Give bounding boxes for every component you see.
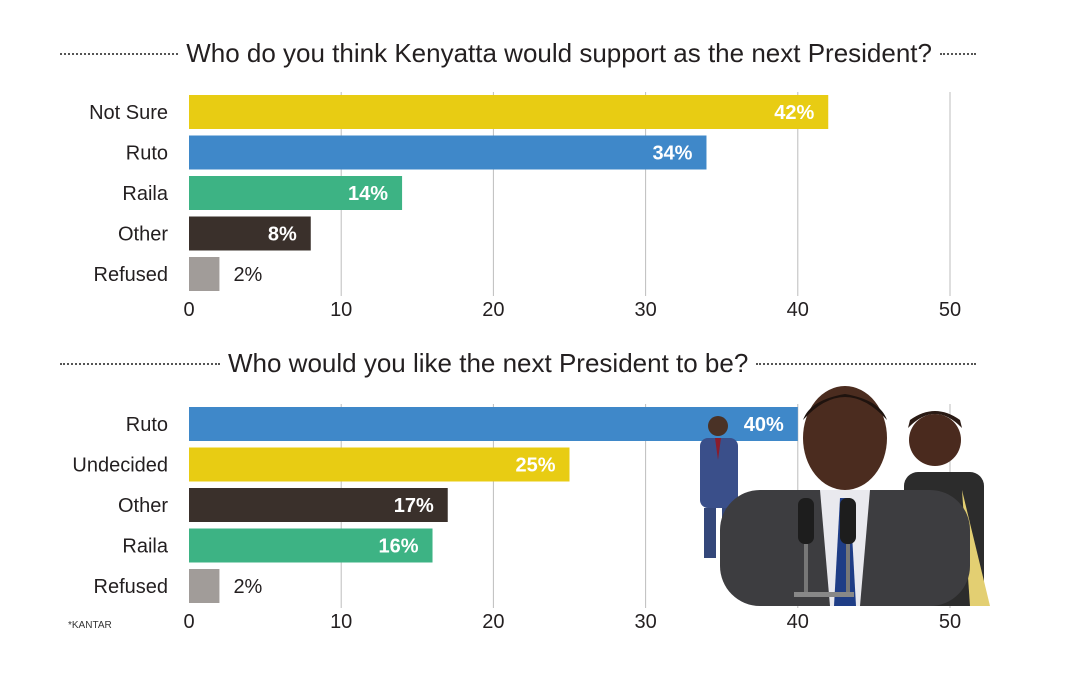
tick-label: 30 [634, 611, 656, 633]
tick-label: 10 [330, 611, 352, 633]
value-label: 17% [394, 495, 434, 517]
tick-label: 20 [482, 299, 504, 321]
microphones [794, 498, 856, 597]
bar [189, 407, 798, 441]
category-label: Raila [122, 536, 168, 558]
category-label: Raila [122, 183, 168, 205]
bar [189, 447, 570, 482]
tick-label: 40 [787, 299, 809, 321]
chart-title: Who would you like the next President to… [228, 348, 749, 378]
chart-title-row: Who would you like the next President to… [60, 348, 976, 379]
title-dots-right [940, 52, 976, 55]
tick-label: 0 [183, 299, 194, 321]
value-label: 2% [233, 576, 262, 598]
bar [189, 528, 433, 563]
value-label: 34% [652, 143, 692, 165]
bar [189, 176, 403, 210]
title-dots-left [60, 362, 220, 365]
source-note: *KANTAR [68, 620, 112, 631]
category-label: Ruto [126, 143, 168, 165]
tick-label: 50 [939, 299, 961, 321]
chart-title: Who do you think Kenyatta would support … [186, 38, 932, 68]
category-label: Not Sure [89, 102, 168, 124]
value-label: 25% [515, 455, 555, 477]
tick-label: 10 [330, 299, 352, 321]
value-label: 14% [348, 183, 388, 205]
category-label: Other [118, 224, 168, 246]
bar [189, 257, 220, 291]
bar [189, 569, 220, 603]
value-label: 40% [744, 414, 784, 436]
bar [189, 95, 829, 129]
category-label: Refused [94, 576, 169, 598]
tick-label: 30 [634, 299, 656, 321]
bar [189, 488, 448, 522]
bar [189, 216, 311, 251]
value-label: 2% [233, 264, 262, 286]
tick-label: 50 [939, 611, 961, 633]
bar-chart-svg: Not Sure 42% Ruto 34% Raila 14% Other 8% Refused… [89, 92, 961, 321]
chart-title-row: Who do you think Kenyatta would support … [60, 38, 976, 69]
title-dots-left [60, 52, 179, 55]
tick-label: 20 [482, 611, 504, 633]
category-label: Undecided [72, 455, 168, 477]
category-label: Ruto [126, 414, 168, 436]
figure-center [720, 386, 970, 606]
title-dots-right [756, 362, 976, 365]
category-label: Other [118, 495, 168, 517]
category-label: Refused [94, 264, 169, 286]
tick-label: 0 [183, 611, 194, 633]
politicians-photo [700, 386, 990, 606]
bar [189, 135, 707, 170]
tick-label: 40 [787, 611, 809, 633]
value-label: 42% [774, 102, 814, 124]
value-label: 8% [268, 224, 297, 246]
value-label: 16% [378, 536, 418, 558]
